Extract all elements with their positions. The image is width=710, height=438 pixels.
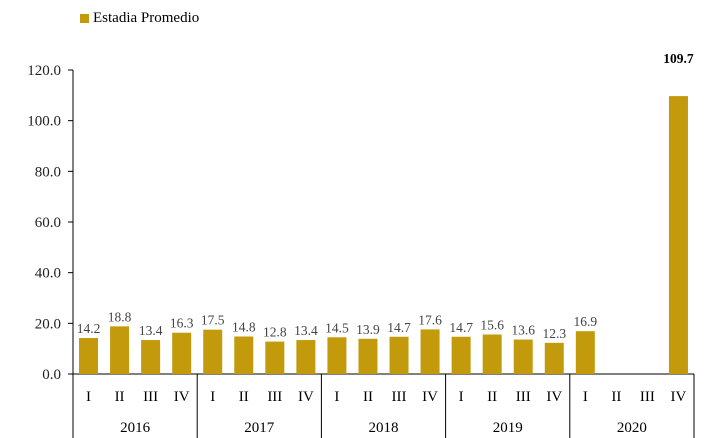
group-label: 2020	[617, 420, 647, 436]
bar	[389, 336, 409, 374]
bar	[451, 336, 471, 374]
category-label: III	[143, 389, 158, 405]
category-label: II	[239, 389, 249, 405]
category-label: II	[363, 389, 373, 405]
legend-label: Estadia Promedio	[93, 10, 200, 26]
y-tick-label: 80.0	[35, 164, 61, 180]
data-label: 14.7	[449, 320, 473, 335]
data-label: 14.7	[387, 320, 411, 335]
category-label: II	[115, 389, 125, 405]
category-label: I	[583, 389, 588, 405]
y-tick-label: 100.0	[27, 114, 61, 130]
category-label: IV	[298, 389, 314, 405]
data-label: 14.5	[325, 320, 349, 335]
category-label: II	[487, 389, 497, 405]
data-label: 13.4	[139, 323, 163, 338]
bar	[668, 96, 688, 375]
category-label: II	[611, 389, 621, 405]
bar	[110, 326, 130, 374]
data-label: 14.2	[77, 321, 101, 336]
bar	[482, 334, 502, 374]
bar	[358, 338, 378, 374]
y-tick-label: 40.0	[35, 266, 61, 282]
category-label: III	[516, 389, 531, 405]
data-label: 13.6	[511, 323, 535, 338]
category-label: IV	[422, 389, 438, 405]
category-label: I	[334, 389, 339, 405]
category-label: I	[459, 389, 464, 405]
group-label: 2016	[120, 420, 151, 436]
bar	[327, 337, 347, 374]
y-tick-label: 0.0	[42, 367, 61, 383]
bar	[575, 331, 595, 374]
bar	[513, 339, 533, 374]
bar	[141, 340, 161, 374]
legend-swatch	[80, 14, 89, 23]
data-label: 15.6	[480, 317, 504, 332]
bar	[203, 329, 223, 374]
category-label: III	[640, 389, 655, 405]
bar	[79, 338, 99, 374]
data-label: 16.3	[170, 316, 194, 331]
bar	[544, 342, 564, 374]
data-label: 17.5	[201, 313, 225, 328]
category-label: I	[86, 389, 91, 405]
bar	[420, 329, 440, 374]
data-label: 13.4	[294, 323, 318, 338]
bar	[172, 332, 192, 374]
data-label: 14.8	[232, 320, 256, 335]
category-label: IV	[671, 389, 687, 405]
data-label: 13.9	[356, 322, 380, 337]
y-tick-label: 20.0	[35, 316, 61, 332]
data-label: 18.8	[108, 309, 132, 324]
bar	[234, 336, 254, 374]
bar	[265, 341, 285, 374]
category-label: III	[392, 389, 407, 405]
data-label: 12.8	[263, 325, 287, 340]
data-label: 12.3	[542, 326, 566, 341]
category-label: III	[267, 389, 282, 405]
y-tick-label: 60.0	[35, 215, 61, 231]
data-label: 17.6	[418, 312, 442, 327]
data-label: 16.9	[574, 314, 598, 329]
category-label: I	[210, 389, 215, 405]
bar	[296, 340, 316, 374]
legend: Estadia Promedio	[80, 10, 199, 27]
group-label: 2018	[369, 420, 399, 436]
group-label: 2019	[493, 420, 523, 436]
y-tick-label: 120.0	[27, 63, 61, 79]
group-label: 2017	[244, 420, 275, 436]
category-label: IV	[546, 389, 562, 405]
category-label: IV	[174, 389, 190, 405]
data-label: 109.7	[663, 51, 694, 66]
